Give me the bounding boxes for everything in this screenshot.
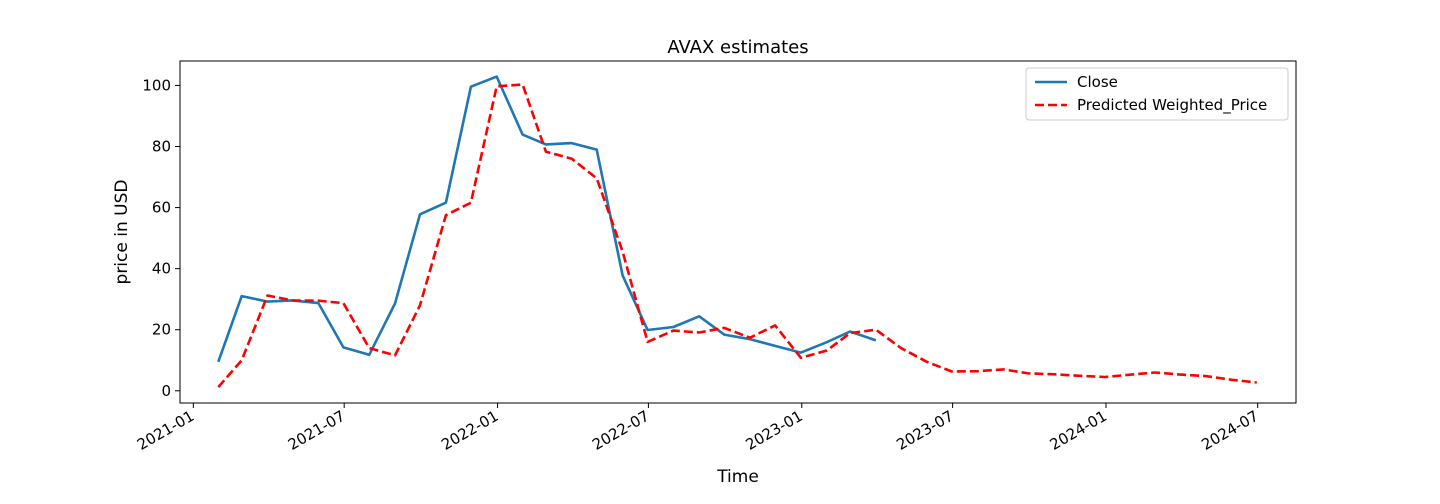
x-tick-label: 2023-07: [893, 407, 956, 454]
y-tick-label: 40: [152, 260, 171, 278]
series-lines: [217, 75, 1257, 388]
axis-ticks: 0 20 40 60 80 100 2021-01 2021-07 2022-01 2022-07…: [134, 76, 1262, 453]
y-tick-label: 80: [152, 138, 171, 156]
series-line-close: [217, 75, 877, 363]
y-axis-label: price in USD: [112, 180, 132, 285]
legend-box: [1025, 67, 1289, 121]
x-tick-label: 2023-01: [742, 407, 805, 454]
x-tick-label: 2022-07: [589, 407, 652, 454]
legend-label: Predicted Weighted_Price: [1077, 96, 1267, 115]
x-tick-label: 2022-01: [438, 407, 501, 454]
y-tick-label: 20: [152, 321, 171, 339]
x-tick-label: 2024-07: [1198, 407, 1261, 454]
x-tick-label: 2021-07: [285, 407, 348, 454]
series-line-predicted-weighted-price: [217, 83, 1257, 388]
chart-title: AVAX estimates: [667, 37, 808, 58]
x-tick-label: 2024-01: [1047, 407, 1110, 454]
y-tick-label: 60: [152, 199, 171, 217]
plot-frame: [179, 60, 1297, 404]
y-tick-label: 0: [161, 382, 171, 400]
legend: Close Predicted Weighted_Price: [1025, 67, 1289, 121]
x-tick-label: 2021-01: [134, 407, 197, 454]
x-axis-label: Time: [716, 467, 759, 487]
legend-label: Close: [1077, 73, 1118, 91]
y-tick-label: 100: [142, 76, 171, 94]
